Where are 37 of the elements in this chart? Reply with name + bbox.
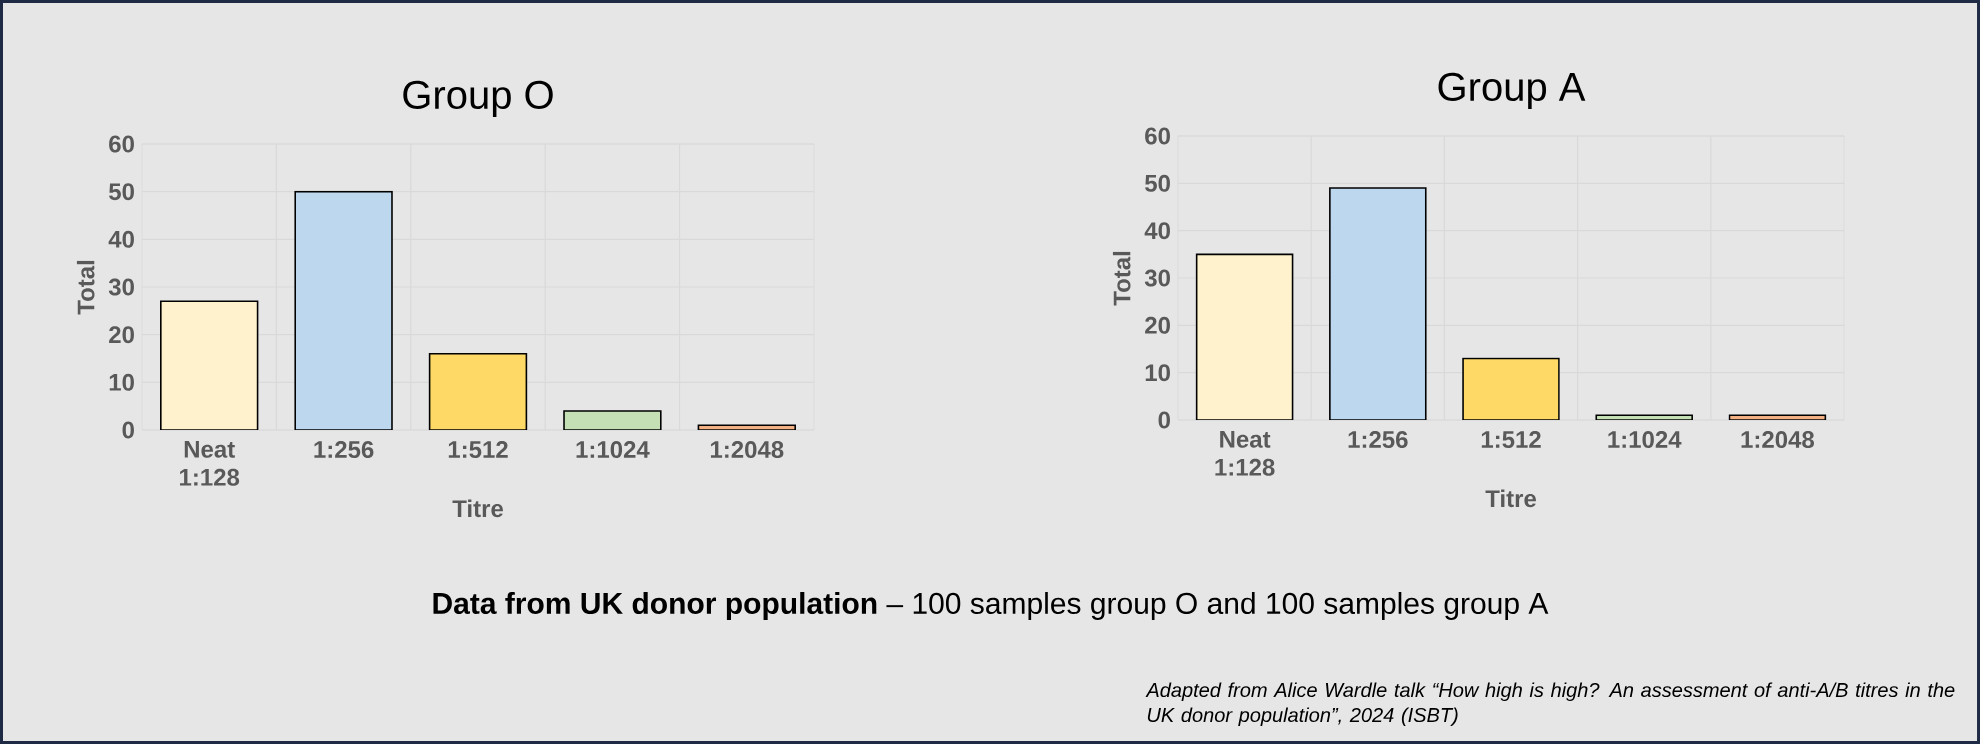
y-tick-label: 60 [109,135,134,153]
x-tick-label: 1:2048 [710,441,784,459]
x-tick-label: 1:256 [1348,431,1408,449]
chart-title: Group O [403,80,553,117]
y-tick-label: 10 [109,373,134,391]
y-tick-label: 50 [1145,174,1170,192]
y-tick-label: 20 [1145,316,1170,334]
x-tick-label: 1:2048 [1741,431,1815,449]
y-tick-label: 20 [109,326,134,344]
x-tick-label: 1:512 [1481,431,1541,449]
x-axis-title: Titre [452,499,503,518]
text: Data from UK donor population – 100 samples group O and 100 samples group A [433,592,1549,620]
bar [1462,357,1560,420]
x-tick-label: 1:1024 [576,441,650,459]
bar [1728,414,1827,420]
x-tick-label: Neat 1:128 [180,441,240,486]
y-axis-title: Total [76,260,95,315]
y-tick-label: 10 [1145,364,1170,382]
y-axis-title: Total [1112,251,1131,306]
y-tick-label: 30 [108,278,134,296]
y-tick-label: 40 [1144,222,1170,240]
chart-title: Group A [1438,72,1586,109]
x-tick-label: 1:256 [314,441,374,459]
y-tick-label: 50 [108,183,134,201]
text: Adapted from Alice Wardle talk “How high is high? An assessment of anti-A/B titres in the UK donor population”, 2024 (ISBT) [1145,682,1955,727]
x-tick-label: Neat 1:128 [1215,431,1275,476]
bar [697,424,796,430]
x-tick-label: 1:512 [448,441,508,459]
bar [1329,187,1427,420]
y-tick-label: 0 [1158,411,1170,429]
y-tick-label: 0 [122,421,134,439]
x-tick-label: 1:1024 [1608,431,1682,449]
bar [563,410,662,430]
y-tick-label: 30 [1144,269,1170,287]
y-tick-label: 60 [1145,127,1170,145]
x-axis-title: Titre [1485,489,1536,508]
y-tick-label: 40 [108,230,134,248]
